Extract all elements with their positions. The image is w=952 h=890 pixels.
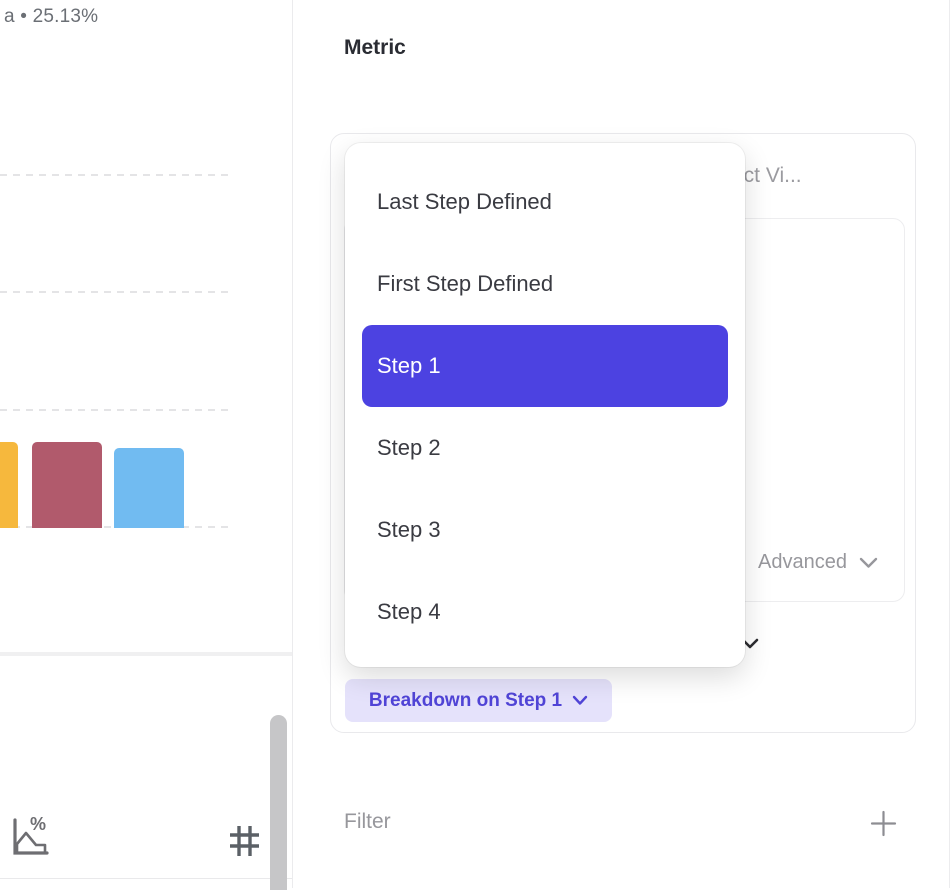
advanced-toggle[interactable]: Advanced: [758, 551, 878, 574]
event-name-truncated[interactable]: uct Vi...: [732, 164, 802, 187]
gridline: [0, 174, 228, 176]
number-grid-icon[interactable]: [226, 822, 262, 860]
bar-maroon[interactable]: [32, 442, 102, 528]
step-dropdown-menu: Last Step Defined First Step Defined Ste…: [345, 143, 745, 667]
add-filter-icon[interactable]: [870, 810, 897, 837]
advanced-label: Advanced: [758, 551, 847, 573]
breakdown-on-step-button[interactable]: Breakdown on Step 1: [345, 679, 612, 722]
breakdown-label: Breakdown on Step 1: [368, 689, 563, 711]
menu-item-first-step-defined[interactable]: First Step Defined: [377, 271, 554, 296]
bottom-divider: [0, 878, 292, 879]
bar-yellow[interactable]: [0, 442, 18, 528]
section-divider: [0, 652, 292, 656]
menu-item-step-1[interactable]: Step 1: [362, 325, 728, 407]
menu-item-step-2[interactable]: Step 2: [377, 435, 441, 460]
chart-panel: a • 25.13% %: [0, 0, 293, 890]
menu-item-step-3[interactable]: Step 3: [377, 517, 441, 542]
chevron-down-icon: [572, 695, 588, 705]
menu-item-step-4[interactable]: Step 4: [377, 599, 441, 624]
panel-edge: [949, 0, 950, 888]
metric-section-title: Metric: [344, 36, 406, 59]
gridline: [0, 291, 228, 293]
gridline: [0, 409, 228, 411]
chevron-down-icon: [859, 557, 878, 568]
legend-value: a • 25.13%: [4, 6, 99, 27]
vertical-scrollbar[interactable]: [270, 715, 287, 890]
bar-blue[interactable]: [114, 448, 184, 528]
menu-item-last-step-defined[interactable]: Last Step Defined: [377, 189, 552, 214]
funnel-percent-chart-icon[interactable]: %: [8, 814, 50, 860]
svg-text:%: %: [30, 814, 46, 834]
filter-section-title: Filter: [344, 810, 391, 833]
chevron-down-icon[interactable]: [741, 638, 759, 650]
